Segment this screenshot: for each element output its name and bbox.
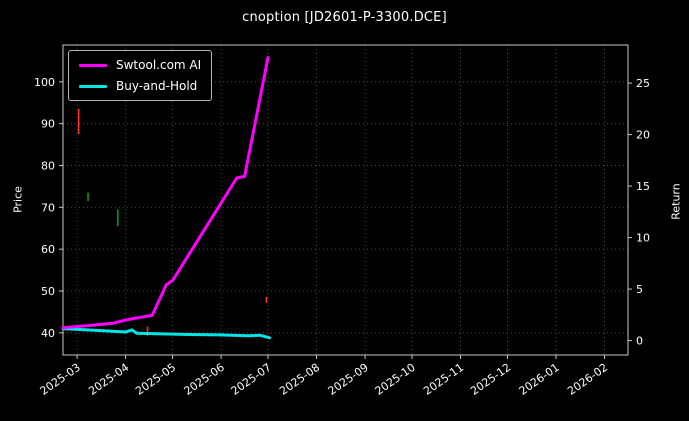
date-tick-label: 2025-06 [182, 361, 227, 398]
price-tick-label: 100 [34, 76, 55, 89]
return-tick-label: 10 [636, 232, 650, 245]
date-tick-label: 2025-07 [229, 361, 274, 398]
series-line-buy-and-hold [61, 327, 272, 340]
return-tick-label: 25 [636, 77, 650, 90]
price-tick-label: 50 [41, 285, 55, 298]
price-tick-label: 60 [41, 243, 55, 256]
date-tick-label: 2025-09 [326, 361, 371, 398]
date-tick-label: 2026-01 [517, 361, 562, 398]
chart-title: cnoption [JD2601-P-3300.DCE] [242, 10, 447, 25]
date-tick-label: 2025-05 [133, 361, 178, 398]
date-tick-label: 2025-04 [86, 361, 131, 398]
price-tick-label: 90 [41, 118, 55, 131]
price-tick-label: 80 [41, 159, 55, 172]
price-tick-label: 70 [41, 201, 55, 214]
return-tick-label: 5 [636, 283, 643, 296]
plot-frame [62, 44, 629, 356]
legend-label-ai: Swtool.com AI [116, 58, 202, 72]
right-axis-label: Return [669, 183, 683, 220]
legend-item-ai: Swtool.com AI [79, 58, 201, 72]
buy-and-hold-line-swatch [79, 84, 107, 88]
legend-item-buy-and-hold: Buy-and-Hold [79, 79, 201, 93]
date-tick-label: 2025-11 [421, 361, 466, 398]
return-tick-label: 0 [636, 335, 643, 348]
date-tick-label: 2025-03 [38, 361, 83, 398]
ai-line-swatch [79, 63, 107, 67]
series-line-swtool-com-ai [61, 56, 270, 330]
legend: Swtool.com AI Buy-and-Hold [68, 50, 213, 101]
date-tick-label: 2025-10 [373, 361, 418, 398]
date-tick-label: 2025-08 [277, 361, 322, 398]
date-tick-label: 2025-12 [468, 361, 513, 398]
legend-label-buy-and-hold: Buy-and-Hold [116, 79, 198, 93]
return-tick-label: 20 [636, 129, 650, 142]
return-tick-label: 15 [636, 180, 650, 193]
price-tick-label: 40 [41, 327, 55, 340]
date-tick-label: 2026-02 [565, 361, 610, 398]
left-axis-label: Price [11, 186, 25, 213]
